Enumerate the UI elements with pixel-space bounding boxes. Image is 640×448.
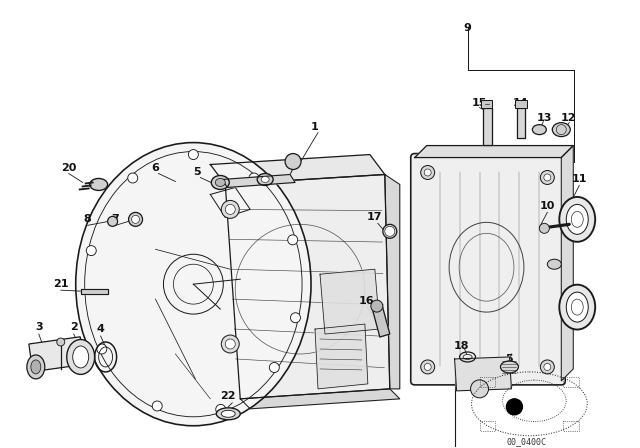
Circle shape: [285, 154, 301, 169]
Circle shape: [152, 401, 162, 411]
Ellipse shape: [76, 142, 311, 426]
Circle shape: [188, 150, 198, 159]
Text: 18: 18: [454, 341, 469, 351]
Ellipse shape: [211, 176, 229, 190]
Text: 21: 21: [53, 279, 68, 289]
Circle shape: [291, 313, 300, 323]
Ellipse shape: [500, 361, 518, 373]
Ellipse shape: [90, 178, 108, 190]
Polygon shape: [211, 155, 385, 185]
Bar: [29, 337, 84, 372]
Circle shape: [128, 173, 138, 183]
Text: 7: 7: [112, 214, 120, 224]
Ellipse shape: [67, 340, 95, 375]
Text: 3: 3: [35, 322, 43, 332]
Circle shape: [470, 380, 488, 398]
Text: 00_0400C: 00_0400C: [506, 437, 547, 446]
Circle shape: [97, 344, 107, 354]
Ellipse shape: [73, 346, 89, 368]
Polygon shape: [315, 324, 368, 389]
Circle shape: [221, 200, 239, 218]
Circle shape: [225, 339, 236, 349]
Text: 5: 5: [506, 354, 513, 364]
Circle shape: [216, 405, 226, 414]
Text: 13: 13: [537, 112, 552, 123]
Text: 16: 16: [359, 296, 374, 306]
Text: 6: 6: [152, 163, 159, 172]
Text: 17: 17: [367, 212, 383, 222]
Polygon shape: [222, 174, 295, 187]
Circle shape: [420, 360, 435, 374]
Circle shape: [108, 216, 118, 226]
Ellipse shape: [221, 410, 236, 417]
Text: 5: 5: [193, 167, 201, 177]
Circle shape: [371, 300, 383, 312]
Polygon shape: [320, 269, 380, 334]
Circle shape: [249, 173, 259, 183]
Circle shape: [544, 174, 551, 181]
Circle shape: [424, 169, 431, 176]
Bar: [563, 377, 579, 387]
Polygon shape: [483, 108, 492, 145]
Text: 12: 12: [561, 112, 576, 123]
Bar: [481, 100, 493, 108]
Ellipse shape: [559, 197, 595, 242]
Ellipse shape: [215, 178, 225, 186]
Text: 4: 4: [97, 324, 104, 334]
Circle shape: [132, 215, 140, 224]
Bar: [479, 421, 495, 431]
Polygon shape: [454, 357, 511, 391]
Circle shape: [269, 362, 279, 372]
Polygon shape: [372, 304, 390, 337]
Polygon shape: [561, 146, 573, 381]
Circle shape: [129, 212, 143, 226]
Circle shape: [506, 399, 522, 415]
Circle shape: [86, 246, 96, 256]
Circle shape: [540, 171, 554, 185]
Ellipse shape: [547, 259, 561, 269]
Text: 11: 11: [572, 174, 587, 185]
FancyBboxPatch shape: [411, 154, 565, 385]
Text: 19: 19: [572, 289, 587, 299]
Polygon shape: [225, 174, 390, 399]
Ellipse shape: [559, 284, 595, 330]
Text: 2: 2: [70, 322, 77, 332]
Ellipse shape: [566, 292, 588, 322]
Polygon shape: [517, 108, 525, 138]
Polygon shape: [415, 146, 573, 158]
Polygon shape: [240, 389, 400, 409]
Bar: [515, 100, 527, 108]
Circle shape: [385, 226, 395, 236]
Text: 22: 22: [221, 391, 236, 401]
Bar: [479, 377, 495, 387]
Circle shape: [540, 360, 554, 374]
Ellipse shape: [261, 177, 269, 182]
Ellipse shape: [31, 360, 41, 374]
Text: 20: 20: [61, 163, 76, 172]
Bar: [563, 421, 579, 431]
Polygon shape: [81, 289, 108, 294]
Text: 8: 8: [84, 214, 92, 224]
Circle shape: [57, 338, 65, 346]
Text: 10: 10: [540, 202, 555, 211]
Ellipse shape: [532, 125, 547, 134]
Ellipse shape: [383, 224, 397, 238]
Circle shape: [288, 235, 298, 245]
Circle shape: [544, 363, 551, 370]
Polygon shape: [385, 174, 400, 389]
Circle shape: [540, 224, 549, 233]
Ellipse shape: [552, 123, 570, 137]
Ellipse shape: [566, 204, 588, 234]
Text: 1: 1: [311, 121, 319, 132]
Ellipse shape: [257, 173, 273, 185]
Circle shape: [424, 363, 431, 370]
Ellipse shape: [216, 408, 240, 420]
Text: 9: 9: [463, 23, 472, 33]
Text: 15: 15: [472, 98, 487, 108]
Circle shape: [225, 204, 236, 215]
Ellipse shape: [27, 355, 45, 379]
Text: 14: 14: [513, 98, 528, 108]
Circle shape: [420, 165, 435, 180]
Circle shape: [221, 335, 239, 353]
